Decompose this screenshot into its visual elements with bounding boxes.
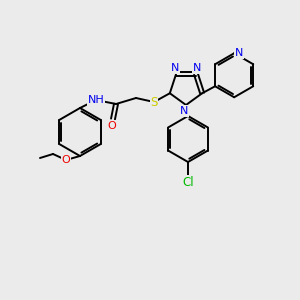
- Text: NH: NH: [88, 95, 104, 105]
- Text: S: S: [150, 95, 158, 109]
- Text: Cl: Cl: [182, 176, 194, 188]
- Text: N: N: [235, 48, 243, 58]
- Text: N: N: [171, 63, 179, 73]
- Text: N: N: [180, 106, 188, 116]
- Text: O: O: [108, 121, 116, 131]
- Text: O: O: [61, 155, 70, 165]
- Text: N: N: [193, 63, 201, 73]
